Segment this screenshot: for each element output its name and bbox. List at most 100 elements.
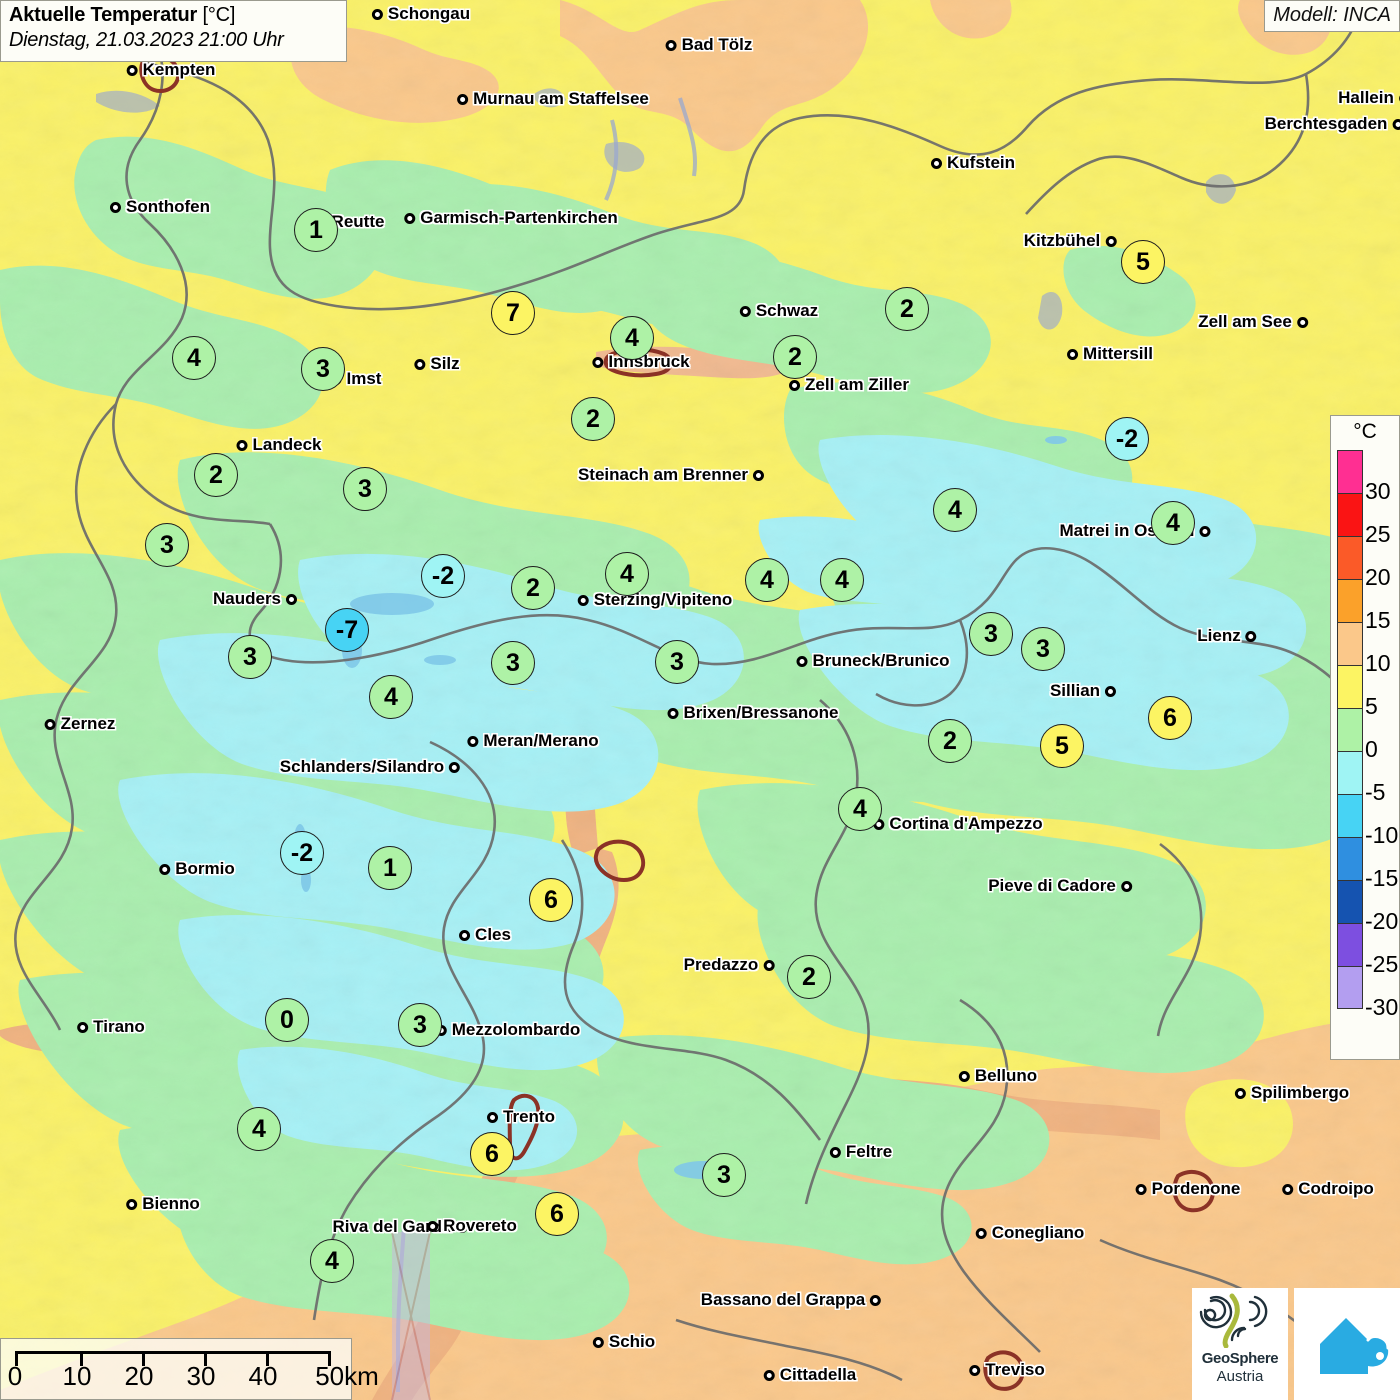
station-temperature-bubble[interactable]: -2 [421, 554, 465, 598]
station-temperature-bubble[interactable]: 4 [1151, 501, 1195, 545]
station-temperature-bubble[interactable]: 4 [172, 336, 216, 380]
city-marker[interactable]: Feltre [829, 1142, 892, 1162]
city-marker[interactable]: Silz [414, 354, 460, 374]
city-dot-icon [969, 1364, 981, 1376]
city-marker[interactable]: Berchtesgaden [1265, 114, 1400, 134]
city-marker[interactable]: Conegliano [975, 1223, 1084, 1243]
city-marker[interactable]: Kitzbühel [1024, 231, 1117, 251]
legend-unit-label: °C [1353, 420, 1377, 443]
station-temperature-bubble[interactable]: -2 [1105, 417, 1149, 461]
station-temperature-bubble[interactable]: 2 [571, 397, 615, 441]
station-temperature-bubble[interactable]: 6 [1148, 696, 1192, 740]
city-marker[interactable]: Murnau am Staffelsee [457, 89, 649, 109]
station-temperature-bubble[interactable]: 4 [820, 558, 864, 602]
station-temperature-bubble[interactable]: 3 [655, 640, 699, 684]
station-temperature-bubble[interactable]: 6 [529, 878, 573, 922]
station-temperature-bubble[interactable]: 3 [301, 347, 345, 391]
station-temperature-bubble[interactable]: 3 [969, 612, 1013, 656]
city-marker[interactable]: Mezzolombardo [435, 1020, 580, 1040]
station-temperature-bubble[interactable]: 4 [237, 1107, 281, 1151]
city-marker[interactable]: Belluno [958, 1066, 1037, 1086]
city-marker[interactable]: Meran/Merano [467, 731, 599, 751]
city-dot-icon [931, 157, 942, 169]
station-temperature-bubble[interactable]: 4 [610, 316, 654, 360]
city-marker[interactable]: Schongau [371, 4, 470, 24]
station-temperature-bubble[interactable]: 4 [745, 558, 789, 602]
city-marker[interactable]: Trento [487, 1107, 555, 1127]
station-temperature-bubble[interactable]: -7 [325, 608, 369, 652]
city-marker[interactable]: Spilimbergo [1234, 1083, 1349, 1103]
city-marker[interactable]: Steinach am Brenner [578, 465, 765, 485]
city-marker[interactable]: Codroipo [1282, 1179, 1374, 1199]
station-temperature-bubble[interactable]: 3 [145, 523, 189, 567]
city-marker[interactable]: Kufstein [931, 153, 1015, 173]
city-marker[interactable]: Landeck [236, 435, 321, 455]
city-marker[interactable]: Riva del Garda [332, 1217, 468, 1237]
city-marker[interactable]: Cittadella [763, 1365, 856, 1385]
station-temperature-bubble[interactable]: 2 [511, 566, 555, 610]
city-dot-icon [1398, 92, 1400, 104]
station-temperature-bubble[interactable]: 3 [1021, 627, 1065, 671]
city-marker[interactable]: Cles [459, 925, 511, 945]
station-temperature-bubble[interactable]: 7 [491, 291, 535, 335]
city-label: Sterzing/Vipiteno [593, 590, 733, 609]
station-temperature-bubble[interactable]: 4 [933, 488, 977, 532]
city-marker[interactable]: Bruneck/Brunico [796, 651, 949, 671]
station-temperature-bubble[interactable]: 2 [928, 719, 972, 763]
station-temperature-bubble[interactable]: 6 [470, 1132, 514, 1176]
station-temperature-bubble[interactable]: 2 [194, 453, 238, 497]
city-marker[interactable]: Treviso [969, 1360, 1045, 1380]
city-marker[interactable]: Mittersill [1067, 344, 1153, 364]
city-marker[interactable]: Tirano [77, 1017, 145, 1037]
city-marker[interactable]: Hallein [1338, 88, 1400, 108]
city-marker[interactable]: Sterzing/Vipiteno [577, 590, 733, 610]
city-marker[interactable]: Brixen/Bressanone [667, 703, 838, 723]
station-temperature-bubble[interactable]: 5 [1121, 240, 1165, 284]
city-marker[interactable]: Garmisch-Partenkirchen [404, 208, 618, 228]
city-marker[interactable]: Pieve di Cadore [988, 876, 1132, 896]
city-marker[interactable]: Bormio [159, 859, 235, 879]
station-temperature-bubble[interactable]: 3 [702, 1153, 746, 1197]
city-marker[interactable]: Rovereto [427, 1216, 517, 1236]
station-temperature-bubble[interactable]: -2 [280, 831, 324, 875]
city-marker[interactable]: Schio [592, 1332, 655, 1352]
city-marker[interactable]: Sonthofen [109, 197, 210, 217]
station-temperature-bubble[interactable]: 3 [398, 1003, 442, 1047]
city-marker[interactable]: Kempten [126, 60, 215, 80]
city-marker[interactable]: Pordenone [1135, 1179, 1240, 1199]
city-marker[interactable]: Lienz [1197, 626, 1257, 646]
city-marker[interactable]: Nauders [213, 589, 298, 609]
city-marker[interactable]: Cortina d'Ampezzo [873, 814, 1043, 834]
station-temperature-bubble[interactable]: 2 [773, 335, 817, 379]
station-temperature-bubble[interactable]: 5 [1040, 724, 1084, 768]
station-temperature-bubble[interactable]: 2 [885, 287, 929, 331]
station-temperature-bubble[interactable]: 2 [787, 955, 831, 999]
city-marker[interactable]: Zell am Ziller [789, 375, 909, 395]
city-marker[interactable]: Sillian [1050, 681, 1117, 701]
station-temperature-bubble[interactable]: 3 [228, 635, 272, 679]
station-temperature-bubble[interactable]: 3 [343, 467, 387, 511]
city-marker[interactable]: Zernez [44, 714, 115, 734]
station-temperature-bubble[interactable]: 4 [310, 1239, 354, 1283]
city-marker[interactable]: Bad Tölz [665, 35, 752, 55]
station-temperature-bubble[interactable]: 1 [368, 846, 412, 890]
station-temperature-bubble[interactable]: 3 [491, 641, 535, 685]
geosphere-austria-logo[interactable]: GeoSphere Austria [1192, 1288, 1288, 1400]
city-marker[interactable]: Schlanders/Silandro [280, 757, 461, 777]
weather-service-logo[interactable] [1294, 1288, 1400, 1400]
city-dot-icon [592, 1336, 604, 1348]
city-marker[interactable]: Bassano del Grappa [701, 1290, 882, 1310]
station-temperature-bubble[interactable]: 4 [605, 552, 649, 596]
station-temperature-bubble[interactable]: 4 [369, 675, 413, 719]
city-dot-icon [487, 1111, 499, 1123]
station-temperature-bubble[interactable]: 0 [265, 998, 309, 1042]
city-marker[interactable]: Bienno [126, 1194, 200, 1214]
city-marker[interactable]: Predazzo [684, 955, 775, 975]
city-marker[interactable]: Schwaz [739, 301, 818, 321]
station-temperature-bubble[interactable]: 1 [294, 208, 338, 252]
station-temperature-bubble[interactable]: 4 [838, 787, 882, 831]
city-label: Hallein [1338, 88, 1394, 107]
city-marker[interactable]: Zell am See [1198, 312, 1308, 332]
station-temperature-bubble[interactable]: 6 [535, 1192, 579, 1236]
